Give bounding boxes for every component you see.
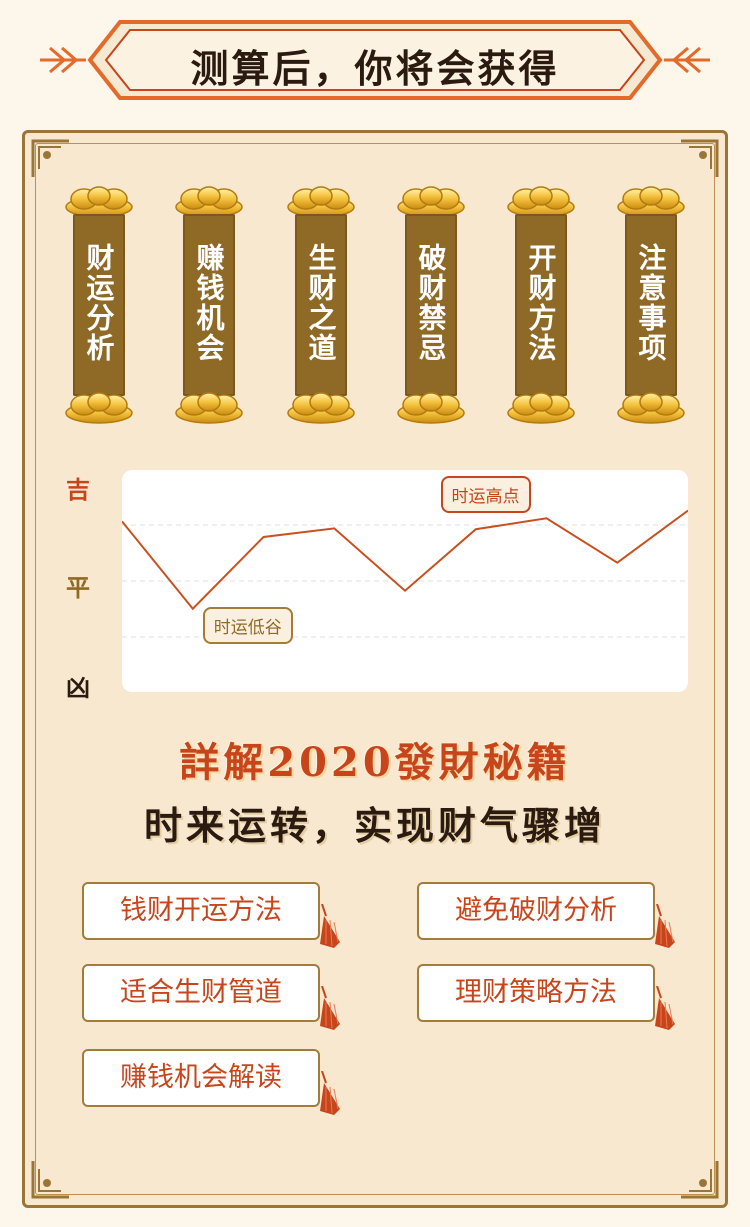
fortune-chart-svg bbox=[122, 509, 688, 638]
scroll-item: 财运分析 bbox=[64, 182, 134, 428]
annotation-high-point: 时运高点 bbox=[440, 476, 531, 514]
scroll-bar bbox=[73, 214, 125, 396]
gold-ingot-icon bbox=[287, 392, 355, 424]
feature-button[interactable]: 适合生财管道 bbox=[82, 964, 340, 1030]
tassel-icon bbox=[655, 986, 675, 1030]
y-label-bad: 凶 bbox=[66, 674, 90, 702]
gold-ingot-icon bbox=[397, 392, 465, 424]
scroll-bar bbox=[183, 214, 235, 396]
tassel-icon bbox=[655, 904, 675, 948]
banner-frame bbox=[40, 20, 710, 100]
scroll-item: 破财禁忌 bbox=[396, 182, 466, 428]
scroll-label: 注意事项 bbox=[634, 243, 668, 363]
tassel-icon bbox=[320, 986, 340, 1030]
y-label-good: 吉 bbox=[66, 476, 90, 504]
scroll-bar bbox=[625, 214, 677, 396]
scroll-label: 赚钱机会 bbox=[192, 243, 226, 363]
scroll-item: 注意事项 bbox=[616, 182, 686, 428]
feature-button[interactable]: 避免破财分析 bbox=[417, 882, 675, 948]
scroll-label: 开财方法 bbox=[524, 243, 558, 363]
feature-label: 理财策略方法 bbox=[455, 977, 617, 1008]
headline-primary: 詳解2020發財秘籍 bbox=[179, 739, 571, 786]
feature-label: 适合生财管道 bbox=[120, 977, 282, 1008]
scroll-item: 赚钱机会 bbox=[174, 182, 244, 428]
scroll-item: 开财方法 bbox=[506, 182, 576, 428]
gold-ingot-icon bbox=[65, 392, 133, 424]
panel-inner-border bbox=[35, 143, 715, 1195]
fortune-line bbox=[122, 509, 688, 611]
corner-ornament-icon bbox=[31, 139, 69, 177]
scroll-bar bbox=[295, 214, 347, 396]
feature-label: 赚钱机会解读 bbox=[120, 1062, 282, 1093]
annotation-low-point: 时运低谷 bbox=[202, 606, 293, 644]
feature-label: 避免破财分析 bbox=[455, 895, 617, 926]
scroll-label: 财运分析 bbox=[82, 243, 116, 363]
y-label-neutral: 平 bbox=[66, 574, 90, 602]
corner-ornament-icon bbox=[681, 139, 719, 177]
corner-ornament-icon bbox=[681, 1161, 719, 1199]
scroll-label: 生财之道 bbox=[304, 243, 338, 363]
tassel-icon bbox=[320, 904, 340, 948]
fortune-chart: 时运高点 时运低谷 bbox=[122, 470, 688, 692]
gold-ingot-icon bbox=[507, 392, 575, 424]
tassel-icon bbox=[320, 1071, 340, 1115]
gold-ingot-icon bbox=[175, 392, 243, 424]
headline-secondary: 时来运转，实现财气骤增 bbox=[143, 803, 606, 848]
gold-ingot-icon bbox=[617, 392, 685, 424]
corner-ornament-icon bbox=[31, 1161, 69, 1199]
banner-title: 测算后，你将会获得 bbox=[190, 46, 560, 91]
scroll-bar bbox=[405, 214, 457, 396]
feature-label: 钱财开运方法 bbox=[120, 895, 282, 926]
scroll-item: 生财之道 bbox=[286, 182, 356, 428]
header-banner: 测算后，你将会获得 bbox=[40, 18, 710, 102]
scroll-bar bbox=[515, 214, 567, 396]
scroll-label: 破财禁忌 bbox=[414, 243, 448, 363]
feature-button[interactable]: 钱财开运方法 bbox=[82, 882, 340, 948]
feature-button[interactable]: 理财策略方法 bbox=[417, 964, 675, 1030]
feature-button[interactable]: 赚钱机会解读 bbox=[82, 1049, 340, 1115]
